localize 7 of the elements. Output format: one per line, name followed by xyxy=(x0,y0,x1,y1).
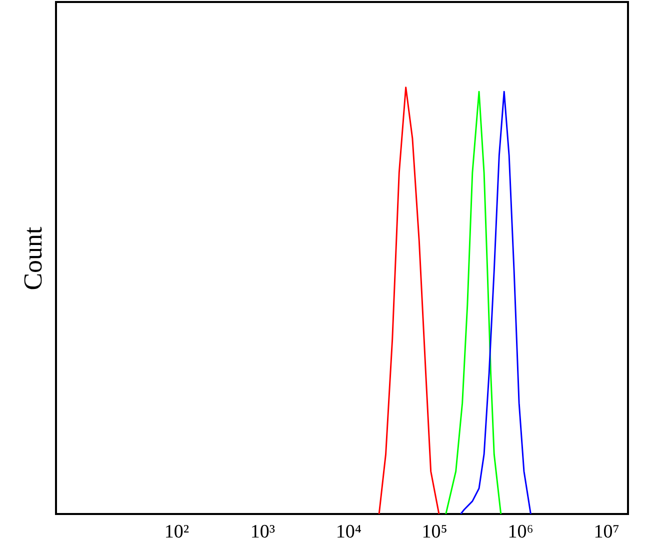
x-tick-label: 10⁵ xyxy=(422,522,448,542)
x-tick-label: 10⁷ xyxy=(594,522,620,542)
x-tick-label: 10³ xyxy=(250,522,276,542)
x-tick-label: 10² xyxy=(164,522,190,542)
x-tick-label: 10⁶ xyxy=(508,522,534,542)
x-tick-label: 10⁴ xyxy=(336,522,362,542)
y-axis-title: Count xyxy=(18,226,48,290)
